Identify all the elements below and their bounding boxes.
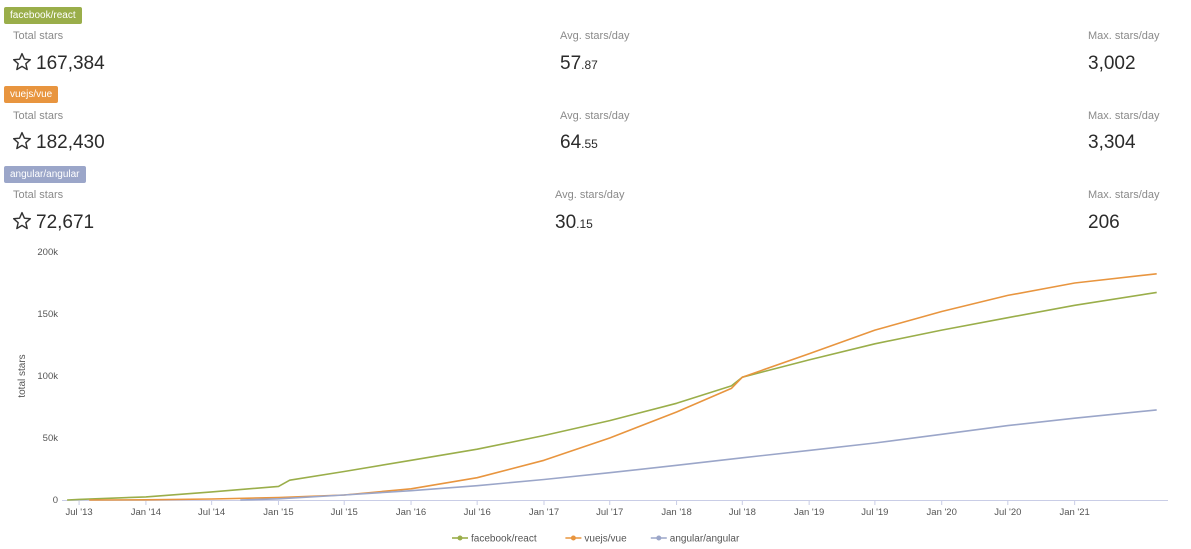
series-layer (67, 273, 1157, 501)
x-axis: Jul '13 Jan '14 Jul '14 Jan '15 Jul '15 Jan '… (62, 500, 1168, 518)
total-stars-value: 182,430 (36, 132, 105, 153)
avg-stars-frac: .55 (581, 137, 598, 151)
total-stars-label: Total stars (13, 30, 64, 42)
y-axis-title: total stars (17, 354, 28, 397)
legend-label: vuejs/vue (584, 534, 627, 545)
x-tick-label: Jan '15 (263, 507, 293, 518)
avg-stars-value: 30.15 (555, 212, 593, 234)
max-stars-value: 3,304 (1088, 132, 1136, 153)
star-outline-icon (12, 131, 32, 150)
max-stars-value: 3,002 (1088, 53, 1136, 74)
x-tick-label: Jul '20 (994, 507, 1021, 518)
x-tick-label: Jul '18 (729, 507, 756, 518)
y-tick-label: 100k (37, 371, 58, 382)
y-tick-label: 150k (37, 309, 58, 320)
star-outline-icon (12, 52, 32, 71)
chart-legend: facebook/react vuejs/vue angular/angular (452, 534, 740, 545)
x-tick-label: Jul '14 (198, 507, 225, 518)
series-line-2 (240, 409, 1157, 501)
x-tick-label: Jan '20 (927, 507, 957, 518)
x-tick-label: Jan '17 (529, 507, 559, 518)
x-tick-label: Jul '17 (596, 507, 623, 518)
x-tick-label: Jul '13 (65, 507, 92, 518)
max-stars-label: Max. stars/day (1088, 110, 1160, 122)
avg-stars-label: Avg. stars/day (555, 189, 625, 201)
legend-label: angular/angular (670, 534, 740, 545)
x-tick-label: Jan '19 (794, 507, 824, 518)
repo-badge-vue[interactable]: vuejs/vue (4, 86, 59, 103)
star-outline-icon (12, 211, 32, 230)
x-tick-label: Jan '21 (1059, 507, 1089, 518)
y-tick-label: 50k (43, 433, 59, 444)
y-tick-label: 0 (53, 495, 58, 506)
avg-stars-int: 64 (560, 132, 582, 153)
max-stars-label: Max. stars/day (1088, 30, 1160, 42)
max-stars-value: 206 (1088, 212, 1120, 233)
max-stars-label: Max. stars/day (1088, 189, 1160, 201)
avg-stars-value: 64.55 (560, 132, 598, 154)
total-stars-label: Total stars (13, 110, 64, 122)
y-tick-label: 200k (37, 247, 58, 258)
series-line-1 (89, 273, 1157, 501)
series-line-0 (67, 291, 1157, 501)
x-tick-label: Jan '14 (131, 507, 161, 518)
total-stars-value: 72,671 (36, 212, 95, 233)
avg-stars-frac: .15 (576, 217, 593, 231)
legend-swatch-marker (656, 535, 662, 541)
avg-stars-value: 57.87 (560, 53, 598, 75)
x-tick-label: Jan '18 (661, 507, 691, 518)
x-tick-label: Jul '15 (331, 507, 358, 518)
repo-badge-react[interactable]: facebook/react (4, 7, 82, 24)
repo-badge-angular[interactable]: angular/angular (4, 166, 86, 183)
avg-stars-label: Avg. stars/day (560, 110, 630, 122)
total-stars-value: 167,384 (36, 53, 105, 74)
legend-item-2[interactable]: angular/angular (650, 534, 740, 545)
legend-item-1[interactable]: vuejs/vue (565, 534, 627, 545)
star-history-chart: 0 50k 100k 150k 200k total stars Jul '13 Jan '… (17, 247, 1168, 545)
avg-stars-frac: .87 (581, 58, 598, 72)
avg-stars-int: 30 (555, 212, 577, 233)
x-tick-label: Jul '16 (464, 507, 491, 518)
y-axis: 0 50k 100k 150k 200k total stars (17, 247, 58, 506)
avg-stars-int: 57 (560, 53, 582, 74)
legend-label: facebook/react (471, 534, 537, 545)
avg-stars-label: Avg. stars/day (560, 30, 630, 42)
total-stars-label: Total stars (13, 189, 64, 201)
legend-item-0[interactable]: facebook/react (452, 534, 537, 545)
x-tick-label: Jan '16 (396, 507, 426, 518)
legend-swatch-marker (457, 535, 463, 541)
x-tick-label: Jul '19 (861, 507, 888, 518)
legend-swatch-marker (570, 535, 576, 541)
